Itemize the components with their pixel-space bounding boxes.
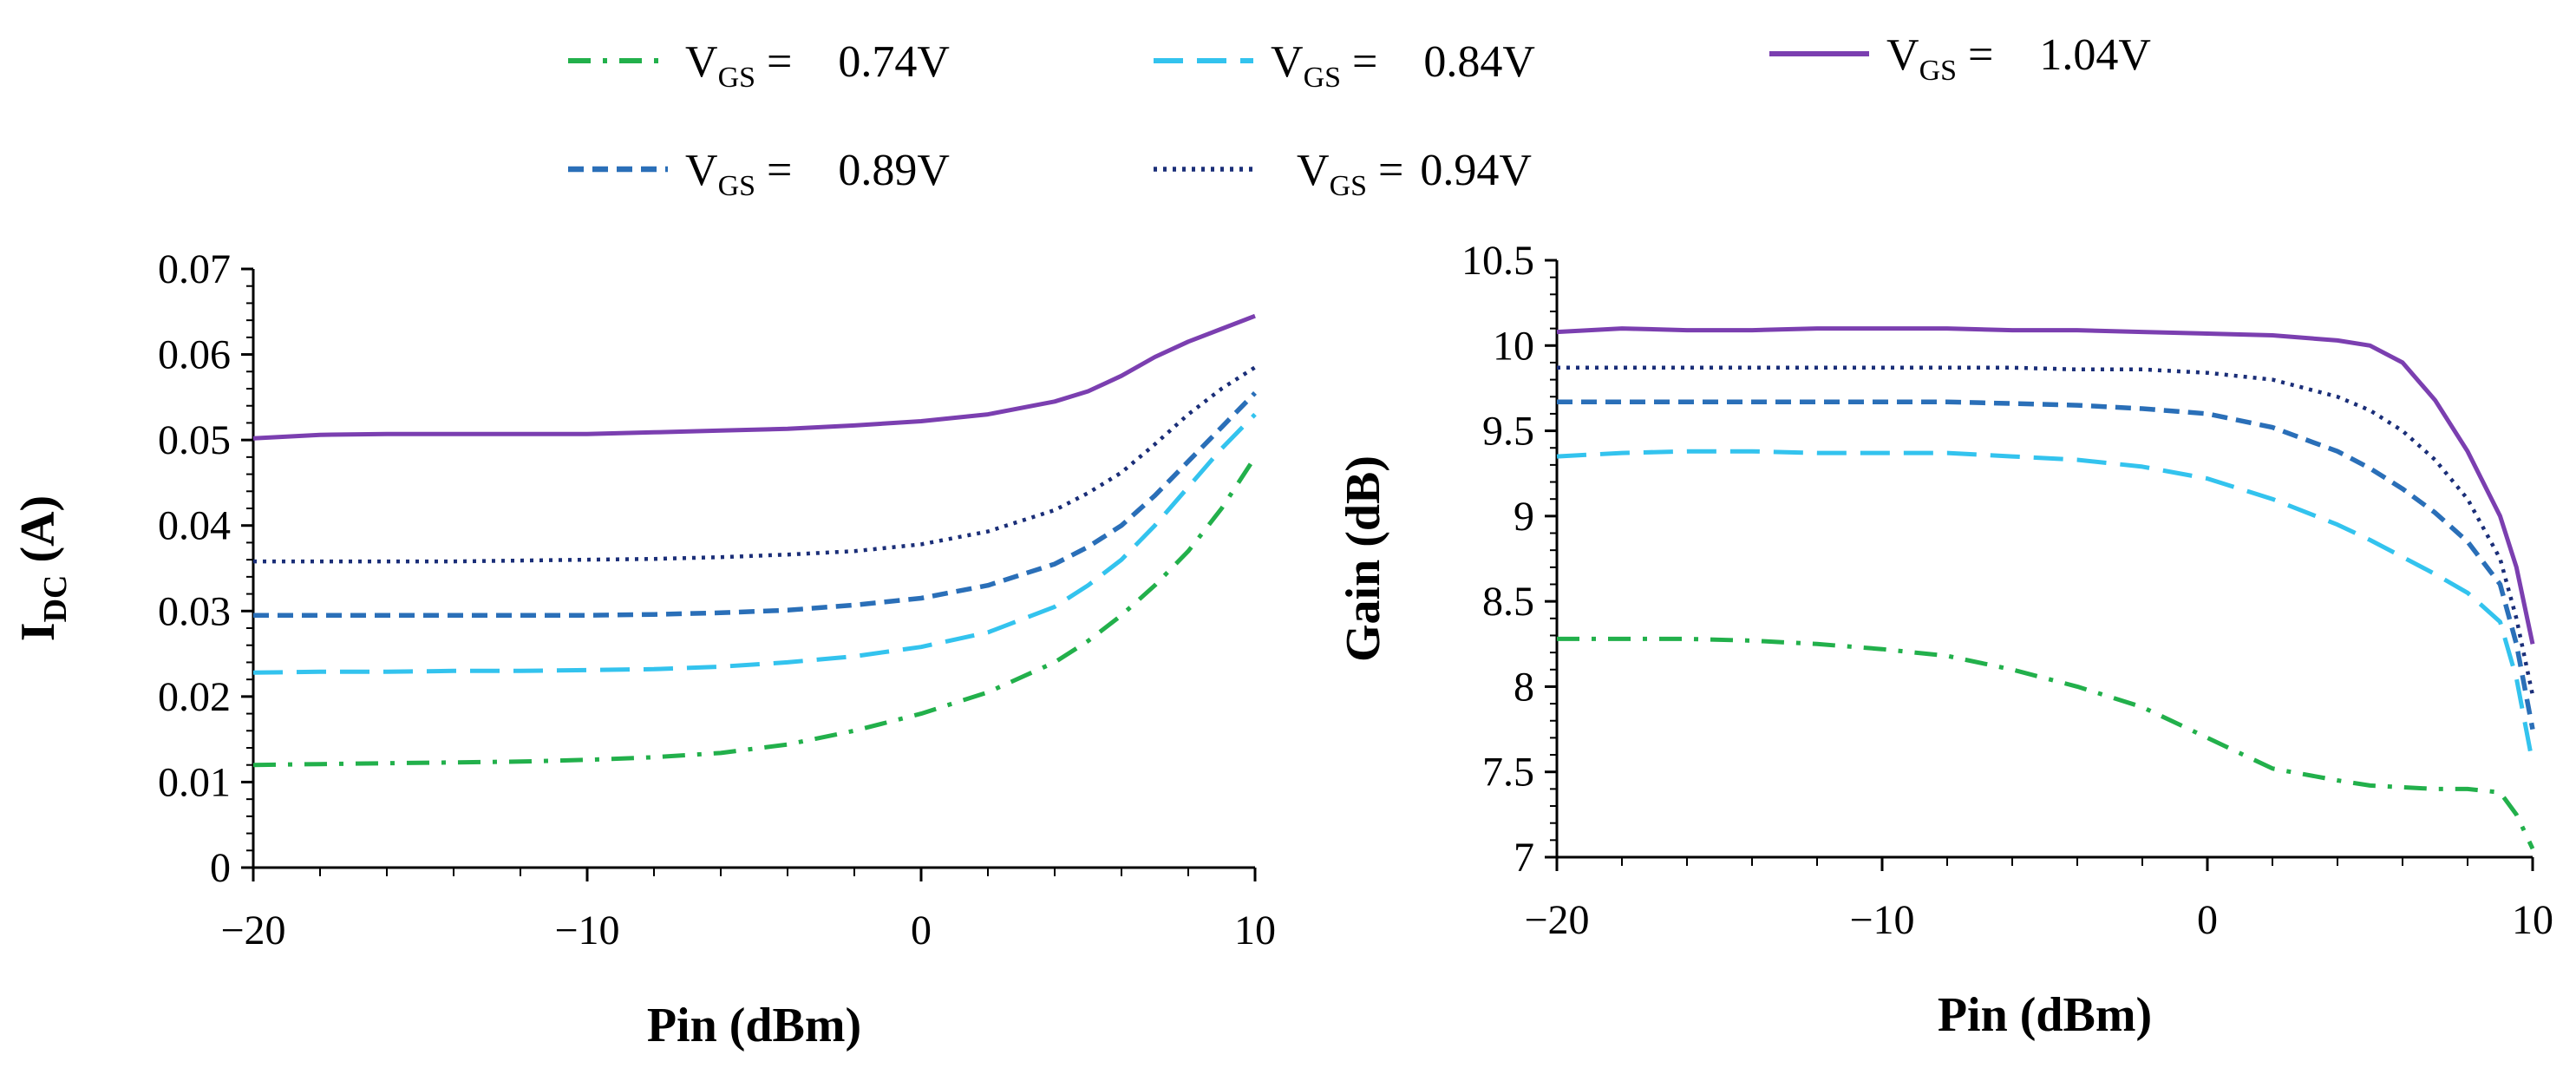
series-line-dashdot (1557, 636, 2535, 850)
y-tick-label: 7 (1514, 835, 1534, 881)
legend-label: VGS = 0.74V (685, 37, 950, 94)
series-line-dash (1557, 399, 2535, 731)
y-tick-label: 0.05 (158, 417, 231, 463)
x-tick-label: −10 (554, 907, 619, 953)
y-tick-label: 10.5 (1461, 238, 1534, 284)
y-tick-label: 0.06 (158, 332, 231, 378)
legend-label: VGS = 0.94V (1297, 146, 1532, 202)
y-tick-label: 0 (210, 845, 231, 891)
y-tick-label: 0.02 (158, 674, 231, 720)
legend-label: VGS = 0.84V (1271, 37, 1535, 94)
series-line-solid (1556, 326, 2535, 645)
series-line-longdash (1556, 449, 2535, 764)
legend-entry: VGS = 0.89V (568, 146, 950, 202)
y-tick-label: 0.04 (158, 503, 231, 549)
x-tick-label: −20 (220, 907, 285, 953)
series-line-dashdot (252, 455, 1258, 768)
x-axis-label: Pin (dBm) (647, 999, 861, 1052)
y-tick-label: 0.03 (158, 588, 231, 634)
x-tick-label: −10 (1849, 897, 1914, 943)
y-axis-label: Gain (dB) (1337, 455, 1390, 662)
x-tick-label: 10 (1234, 907, 1276, 953)
chart-gain: 7 7.5 8 8.5 9 9.5 10 10.5 −20 −10 0 10 Pin (dBm) Gain… (1337, 238, 2553, 1042)
series-line-dash (253, 390, 1257, 618)
series-line-dot (253, 365, 1257, 564)
x-axis-label: Pin (dBm) (1938, 988, 2152, 1042)
y-tick-label: 8 (1514, 664, 1534, 710)
legend-entry: VGS = 0.94V (1154, 146, 1532, 202)
x-tick-label: 0 (911, 907, 932, 953)
legend-entry: VGS = 0.74V (568, 37, 950, 94)
y-tick-label: 0.01 (158, 759, 231, 805)
x-tick-label: 0 (2197, 897, 2218, 943)
legend-entry: VGS = 0.84V (1154, 37, 1535, 94)
x-tick-label: 10 (2512, 897, 2553, 943)
y-tick-label: 10 (1493, 323, 1534, 369)
chart-idc: 0 0.01 0.02 0.03 0.04 0.05 0.06 0.07 −20 −10 0 10 Pi… (11, 246, 1276, 1052)
series-line-longdash (252, 412, 1257, 675)
y-tick-label: 9 (1514, 494, 1534, 540)
y-axis-label: IDC (A) (11, 495, 74, 641)
y-tick-label: 8.5 (1482, 579, 1534, 625)
series-line-dot (1557, 365, 2535, 696)
y-tick-label: 0.07 (158, 246, 231, 292)
x-tick-label: −20 (1524, 897, 1589, 943)
legend-label: VGS = 0.89V (685, 146, 950, 202)
series-line-solid (252, 313, 1256, 441)
y-tick-label: 9.5 (1482, 409, 1534, 455)
legend-label: VGS = 1.04V (1886, 30, 2151, 87)
legend: VGS = 0.74V VGS = 0.84V VGS = 1.04V VGS = 0… (568, 30, 2151, 202)
y-tick-label: 7.5 (1482, 750, 1534, 796)
legend-entry: VGS = 1.04V (1769, 30, 2151, 87)
